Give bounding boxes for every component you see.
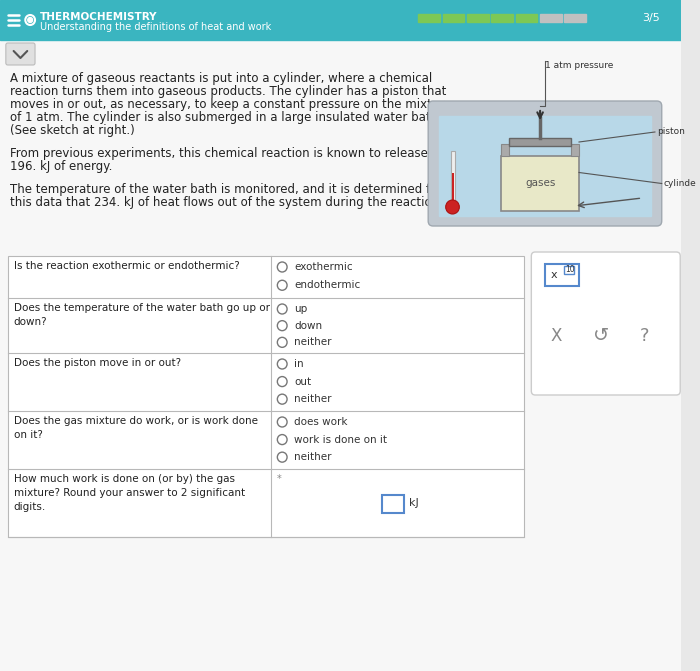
Circle shape [277,417,287,427]
Text: down: down [294,321,322,331]
Circle shape [28,17,33,23]
Text: of 1 atm. The cylinder is also submerged in a large insulated water bath.: of 1 atm. The cylinder is also submerged… [10,111,442,124]
Bar [516,14,537,22]
Circle shape [277,321,287,331]
Bar [8,256,524,537]
Text: ↺: ↺ [593,327,610,346]
Text: Is the reaction exothermic or endothermic?: Is the reaction exothermic or endothermi… [13,261,239,271]
Circle shape [277,452,287,462]
Bar [439,116,651,216]
FancyBboxPatch shape [6,43,35,65]
Circle shape [277,359,287,369]
Text: x: x [551,270,557,280]
Text: *: * [276,474,281,484]
Circle shape [277,262,287,272]
Text: out: out [294,376,311,386]
Text: Understanding the definitions of heat and work: Understanding the definitions of heat an… [40,22,271,32]
Bar [501,156,579,211]
Text: moves in or out, as necessary, to keep a constant pressure on the mixture: moves in or out, as necessary, to keep a… [10,98,451,111]
Text: X: X [551,327,562,345]
Bar [509,138,571,146]
Bar [451,151,456,206]
Text: Does the temperature of the water bath go up or
down?: Does the temperature of the water bath g… [13,303,270,327]
Circle shape [277,338,287,348]
Text: ?: ? [640,327,649,345]
Text: Does the gas mixture do work, or is work done
on it?: Does the gas mixture do work, or is work… [13,416,258,440]
Text: exothermic: exothermic [294,262,353,272]
Text: neither: neither [294,394,331,404]
Circle shape [277,435,287,445]
Text: The temperature of the water bath is monitored, and it is determined from: The temperature of the water bath is mon… [10,183,453,196]
Bar [564,266,574,274]
Bar [545,264,579,286]
Bar [443,14,464,22]
Bar [382,495,404,513]
Text: 1 atm pressure: 1 atm pressure [545,61,613,70]
Text: kJ: kJ [409,498,419,508]
Text: work is done on it: work is done on it [294,435,387,445]
Bar [540,14,561,22]
Bar [419,14,440,22]
Text: piston: piston [657,127,685,136]
Bar [564,14,586,22]
Text: this data that 234. kJ of heat flows out of the system during the reaction.: this data that 234. kJ of heat flows out… [10,196,442,209]
Text: 10: 10 [566,265,575,274]
Text: THERMOCHEMISTRY: THERMOCHEMISTRY [40,12,158,22]
Bar [467,14,489,22]
FancyBboxPatch shape [428,101,662,226]
Text: 3/5: 3/5 [643,13,660,23]
Bar [571,144,579,156]
Text: reaction turns them into gaseous products. The cylinder has a piston that: reaction turns them into gaseous product… [10,85,446,98]
Text: does work: does work [294,417,347,427]
Bar [452,173,454,206]
Circle shape [277,376,287,386]
Text: in: in [294,359,304,369]
Circle shape [277,280,287,291]
Text: gases: gases [525,178,555,189]
Text: Does the piston move in or out?: Does the piston move in or out? [13,358,181,368]
Text: neither: neither [294,452,331,462]
Text: From previous experiments, this chemical reaction is known to release: From previous experiments, this chemical… [10,147,428,160]
Text: 196. kJ of energy.: 196. kJ of energy. [10,160,112,173]
Bar [0,0,681,40]
Bar [491,14,513,22]
Text: How much work is done on (or by) the gas
mixture? Round your answer to 2 signifi: How much work is done on (or by) the gas… [13,474,245,512]
Text: endothermic: endothermic [294,280,360,291]
Text: (See sketch at right.): (See sketch at right.) [10,124,134,137]
Text: up: up [294,304,307,314]
Bar [501,144,509,156]
Text: neither: neither [294,338,331,348]
Circle shape [277,304,287,314]
Circle shape [277,394,287,404]
Text: A mixture of gaseous reactants is put into a cylinder, where a chemical: A mixture of gaseous reactants is put in… [10,72,432,85]
FancyBboxPatch shape [531,252,680,395]
Text: cylinde: cylinde [664,179,696,188]
Circle shape [446,200,459,214]
